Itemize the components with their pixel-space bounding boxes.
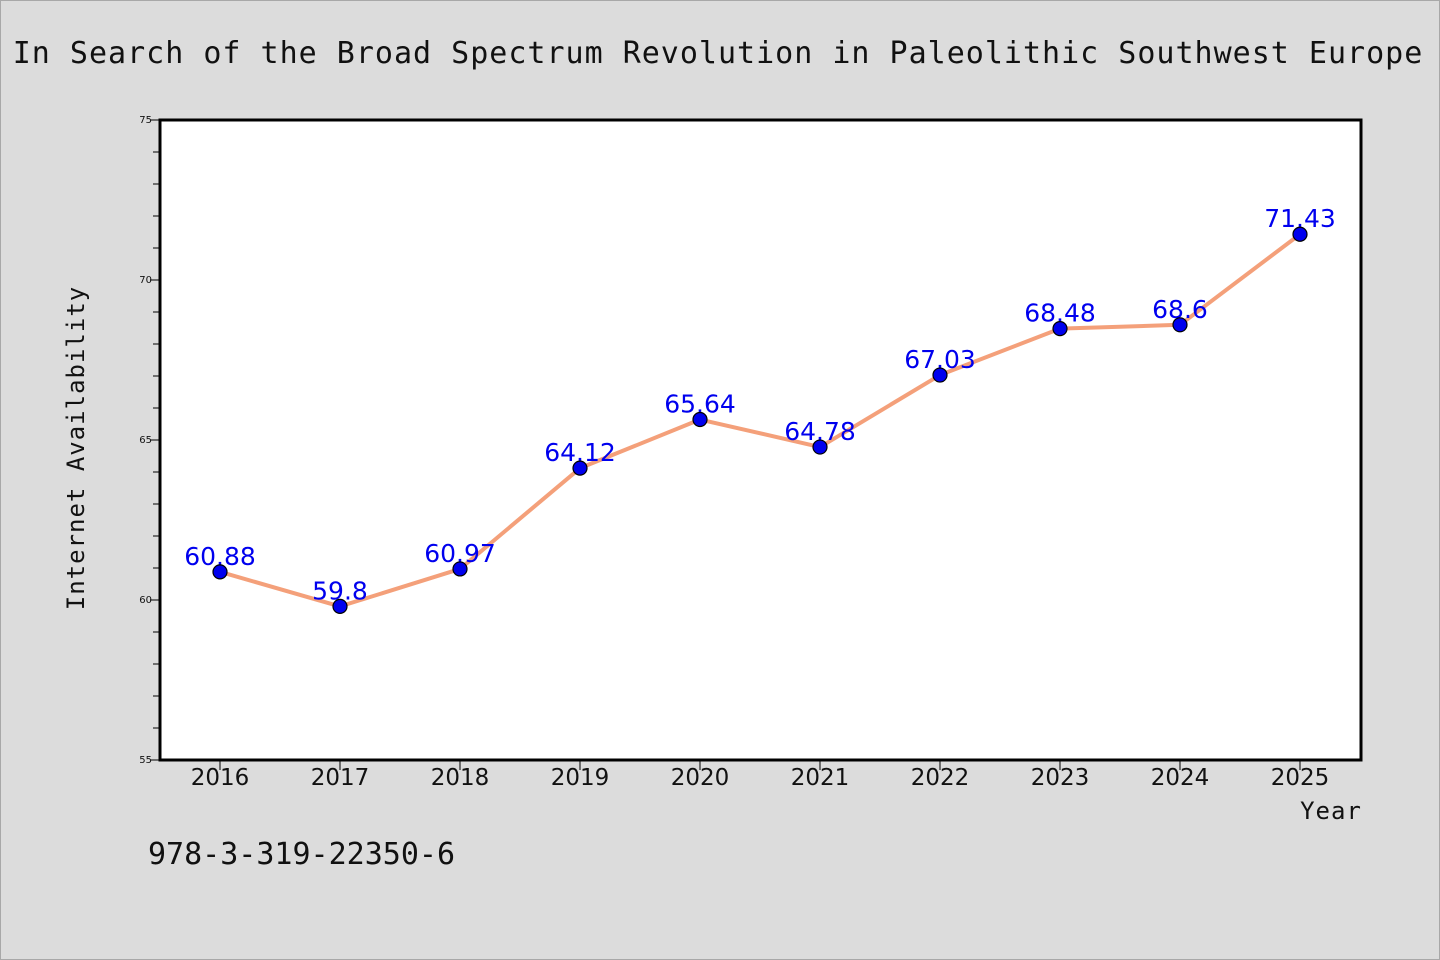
y-axis-label: Internet Availability (62, 286, 90, 610)
data-point (1052, 321, 1068, 337)
data-point (452, 561, 468, 577)
y-tick-label: 55 (139, 755, 152, 766)
y-tick-label: 75 (139, 115, 152, 126)
x-tick-label: 2021 (791, 765, 850, 791)
x-tick-label: 2018 (431, 765, 490, 791)
x-axis: 2016 2017 2018 2019 2020 2021 2022 2023 2024 2025 (191, 760, 1330, 791)
plot-border (158, 118, 1363, 762)
x-axis-label: Year (1300, 797, 1362, 825)
data-point (932, 367, 948, 383)
x-tick-label: 2019 (551, 765, 610, 791)
data-point (812, 439, 828, 455)
data-point (212, 564, 228, 580)
x-tick-label: 2020 (671, 765, 730, 791)
data-point (1292, 226, 1308, 242)
data-point (692, 411, 708, 428)
y-axis: 55 60 65 70 75 (139, 115, 160, 766)
data-point (1172, 317, 1188, 333)
y-tick-label: 65 (139, 435, 152, 446)
data-point (572, 460, 588, 476)
x-tick-label: 2024 (1151, 765, 1210, 791)
x-tick-label: 2022 (911, 765, 970, 791)
plot-area (160, 120, 1361, 760)
y-tick-label: 70 (139, 275, 152, 286)
x-tick-label: 2023 (1031, 765, 1090, 791)
x-tick-label: 2017 (311, 765, 370, 791)
x-tick-label: 2025 (1271, 765, 1330, 791)
x-tick-label: 2016 (191, 765, 250, 791)
data-point (332, 598, 348, 615)
isbn-annotation: 978-3-319-22350-6 (148, 837, 455, 872)
y-tick-label: 60 (139, 595, 152, 606)
chart-title: In Search of the Broad Spectrum Revoluti… (13, 36, 1424, 71)
series-line (218, 232, 1302, 609)
